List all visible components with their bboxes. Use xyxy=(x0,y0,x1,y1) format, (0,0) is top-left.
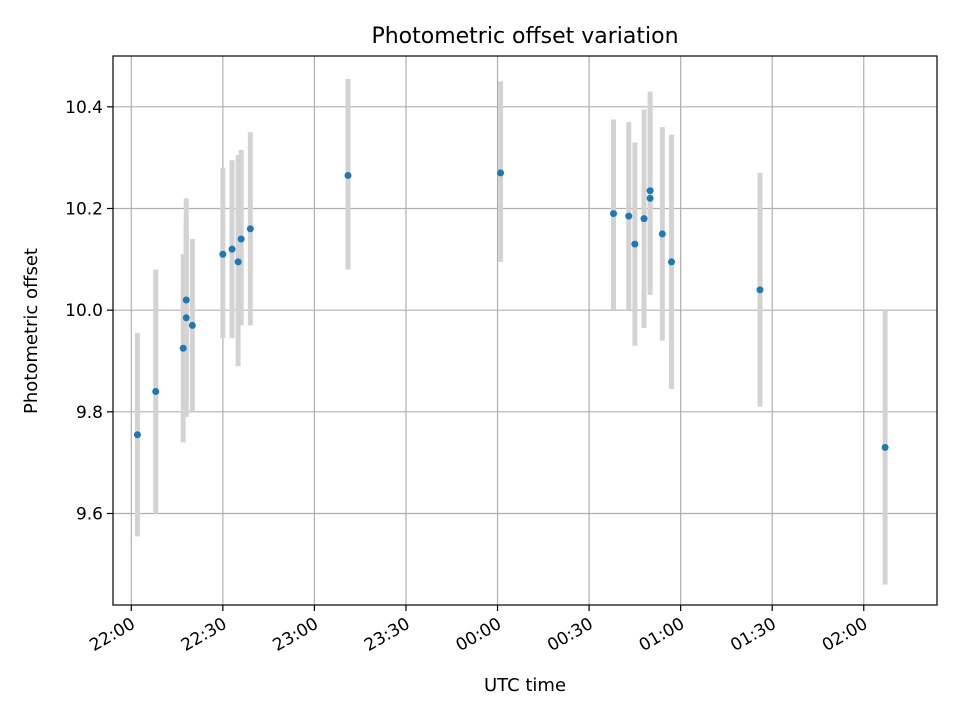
y-axis-ticks: 9.6 9.8 10.0 10.2 10.4 xyxy=(65,98,113,525)
chart-title: Photometric offset variation xyxy=(371,24,678,49)
data-point xyxy=(219,250,227,258)
data-point xyxy=(640,215,648,223)
data-point xyxy=(344,171,352,179)
data-point xyxy=(497,169,505,177)
data-point xyxy=(228,245,236,253)
data-point xyxy=(756,286,764,294)
plot-frame xyxy=(112,55,938,606)
y-tick-label: 10.0 xyxy=(65,301,103,321)
data-point xyxy=(631,240,639,248)
data-point xyxy=(646,187,654,195)
data-point xyxy=(667,258,675,266)
data-points xyxy=(133,169,889,451)
x-axis-label: UTC time xyxy=(484,675,566,696)
data-point xyxy=(234,258,242,266)
data-point xyxy=(610,210,618,218)
data-point xyxy=(881,443,889,451)
y-tick-label: 9.8 xyxy=(76,403,103,423)
data-point xyxy=(625,212,633,220)
y-tick-label: 10.2 xyxy=(65,200,103,220)
y-axis-label: Photometric offset xyxy=(21,248,42,414)
data-point xyxy=(237,235,245,243)
data-point xyxy=(658,230,666,238)
data-point xyxy=(188,321,196,329)
data-point xyxy=(182,314,190,322)
data-point xyxy=(152,388,160,395)
data-point xyxy=(646,194,654,202)
data-point xyxy=(182,296,190,304)
data-point xyxy=(133,431,141,439)
data-point xyxy=(246,225,254,233)
data-point xyxy=(179,344,187,352)
y-tick-label: 10.4 xyxy=(65,98,103,118)
y-tick-label: 9.6 xyxy=(76,505,103,525)
